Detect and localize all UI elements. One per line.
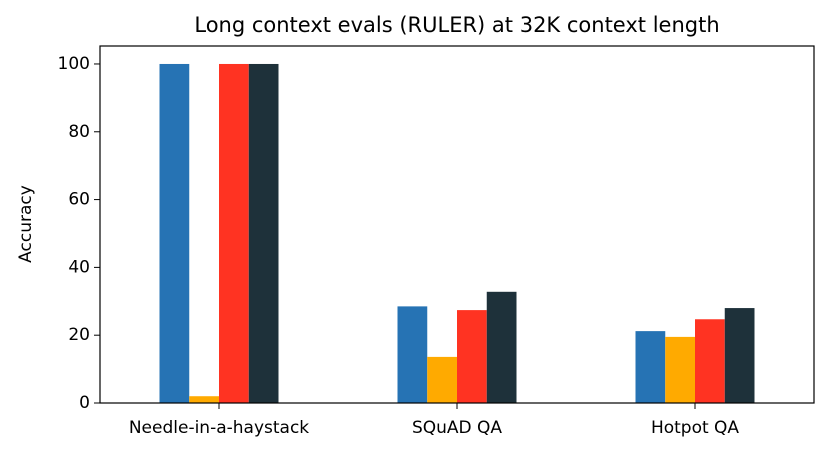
bar <box>486 291 517 403</box>
bar <box>635 331 666 403</box>
y-tick-label: 20 <box>68 325 90 345</box>
y-tick-label: 60 <box>68 190 90 210</box>
y-axis-label: Accuracy <box>16 185 36 263</box>
bar <box>397 306 428 403</box>
plot-frame <box>99 45 815 404</box>
bar <box>457 310 487 403</box>
bar <box>219 63 249 404</box>
y-tick-label: 0 <box>79 393 90 413</box>
x-tick-label: Hotpot QA <box>651 418 739 438</box>
x-tick-label: Needle-in-a-haystack <box>129 418 309 438</box>
y-tick-label: 100 <box>58 54 90 74</box>
bar <box>665 336 695 403</box>
y-tick-label: 80 <box>68 122 90 142</box>
bar <box>159 63 190 404</box>
bar <box>189 396 219 403</box>
bar <box>695 319 725 403</box>
chart-title: Long context evals (RULER) at 32K contex… <box>194 13 719 37</box>
bar <box>724 308 755 403</box>
y-tick-label: 40 <box>68 257 90 277</box>
bar <box>248 63 279 404</box>
x-tick-label: SQuAD QA <box>412 418 502 438</box>
bar <box>427 356 457 403</box>
